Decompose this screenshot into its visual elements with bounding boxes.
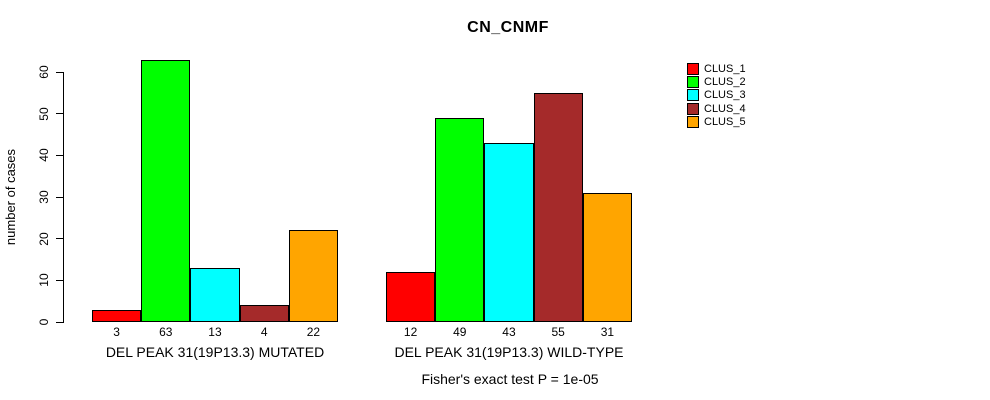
legend-swatch-icon (687, 89, 699, 102)
y-axis-tick (56, 71, 63, 73)
chart-title: CN_CNMF (467, 19, 549, 36)
bar-CLUS_2-group1 (141, 59, 191, 322)
x-group-label-1: DEL PEAK 31(19P13.3) MUTATED (105, 344, 325, 360)
legend: CLUS_1 CLUS_2 CLUS_3 CLUS_4 CLUS_5 (687, 62, 746, 128)
y-axis-tick-label: 0 (37, 318, 51, 326)
legend-label: CLUS_4 (704, 102, 746, 115)
legend-swatch-icon (687, 75, 699, 88)
y-axis-line (63, 72, 64, 323)
legend-label: CLUS_1 (704, 62, 746, 75)
y-axis-tick (56, 154, 63, 156)
legend-item-CLUS_4: CLUS_4 (687, 102, 746, 115)
bar-CLUS_1-group1 (92, 309, 142, 322)
bar-CLUS_3-group2 (484, 142, 534, 322)
bar-value-label: 55 (551, 325, 565, 339)
bar-value-label: 49 (453, 325, 467, 339)
legend-swatch-icon (687, 115, 699, 128)
y-axis-tick-label: 50 (37, 106, 51, 121)
y-axis-tick-label: 20 (37, 231, 51, 246)
y-axis-tick-label: 60 (37, 65, 51, 79)
y-axis-tick (56, 238, 63, 240)
bar-CLUS_5-group2 (582, 192, 632, 322)
legend-item-CLUS_3: CLUS_3 (687, 89, 746, 102)
y-axis-tick-label: 30 (37, 190, 51, 204)
bar-value-label: 4 (260, 325, 268, 339)
y-axis-title: number of cases (3, 148, 18, 246)
bar-value-label: 3 (113, 325, 120, 339)
bar-value-label: 12 (403, 325, 418, 339)
legend-label: CLUS_2 (704, 75, 746, 88)
y-axis-tick (56, 279, 63, 281)
y-axis-tick (56, 321, 63, 323)
bar-value-label: 63 (159, 325, 173, 339)
x-group-label-2: DEL PEAK 31(19P13.3) WILD-TYPE (394, 344, 624, 360)
y-axis-tick-label: 10 (37, 273, 51, 288)
legend-label: CLUS_5 (704, 115, 746, 128)
bar-value-label: 43 (502, 325, 516, 339)
y-axis-tick-label: 40 (37, 148, 51, 163)
y-axis-tick (56, 113, 63, 115)
bar-value-label: 13 (208, 325, 222, 339)
bar-value-label: 31 (600, 325, 615, 339)
footnote-fisher-test: Fisher's exact test P = 1e-05 (421, 371, 599, 387)
bar-CLUS_2-group2 (435, 117, 485, 322)
bar-CLUS_3-group1 (190, 267, 240, 322)
bar-CLUS_4-group2 (533, 92, 583, 322)
legend-swatch-icon (687, 102, 699, 115)
bar-CLUS_4-group1 (239, 305, 289, 322)
legend-item-CLUS_2: CLUS_2 (687, 75, 746, 88)
bar-value-label: 22 (306, 325, 321, 339)
y-axis-tick (56, 196, 63, 198)
bar-CLUS_1-group2 (386, 272, 436, 322)
bar-CLUS_5-group1 (288, 230, 338, 322)
legend-item-CLUS_5: CLUS_5 (687, 115, 746, 128)
legend-label: CLUS_3 (704, 89, 746, 102)
legend-swatch-icon (687, 62, 699, 75)
legend-item-CLUS_1: CLUS_1 (687, 62, 746, 75)
